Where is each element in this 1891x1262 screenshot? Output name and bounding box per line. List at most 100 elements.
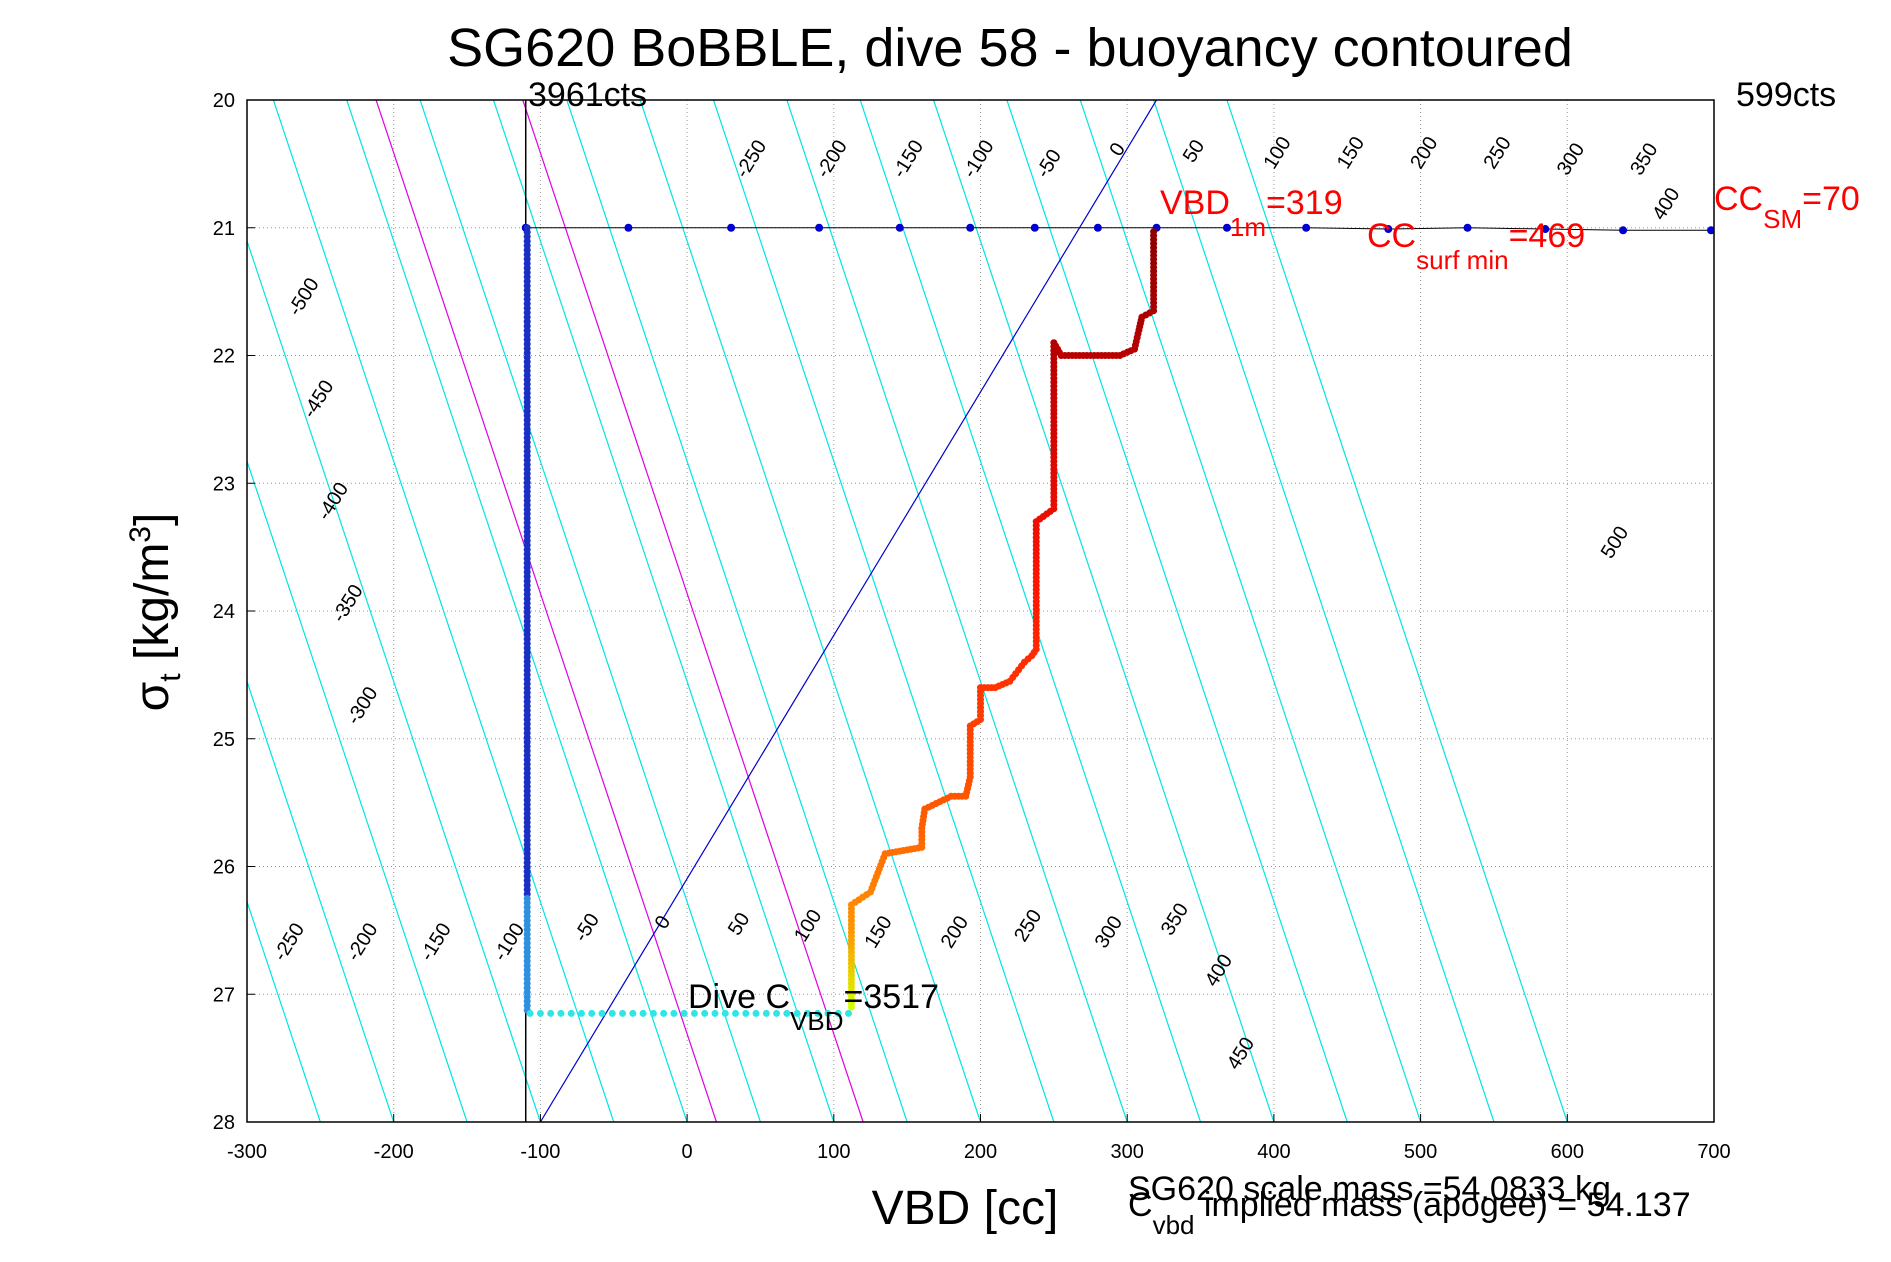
bottom-point (711, 1009, 719, 1017)
bottom-point (814, 1009, 822, 1017)
cc-surf-main: CC (1367, 217, 1416, 255)
surface-point (1222, 223, 1231, 232)
implied-mass-sub: vbd (1153, 1210, 1195, 1240)
implied-mass-note: Cvbd implied mass (apogee) = 54.137 (1128, 1186, 1691, 1240)
bottom-point (536, 1009, 544, 1017)
bottom-point (834, 1009, 842, 1017)
bottom-point (557, 1009, 565, 1017)
cc-surf-sub: surf min (1416, 245, 1508, 275)
contour-line-cyan (1226, 100, 1568, 1122)
bottom-point (639, 1009, 647, 1017)
svg-text:Dive CVBD=3517: Dive CVBD=3517 (688, 978, 939, 1036)
contour-line-magenta (522, 100, 864, 1122)
dive-cvbd-main: Dive C (688, 978, 790, 1016)
x-tick-label: 0 (682, 1141, 693, 1163)
bottom-point (577, 1009, 585, 1017)
x-tick-label: 700 (1697, 1141, 1730, 1163)
bottom-point (701, 1009, 709, 1017)
x-tick-label: 500 (1404, 1141, 1437, 1163)
bottom-point (649, 1009, 657, 1017)
counts-left-label: 3961cts (528, 76, 647, 114)
ascent-point (1150, 228, 1158, 236)
contour-line-cyan (712, 100, 1055, 1122)
contour-line-cyan (419, 100, 762, 1122)
bottom-point (773, 1009, 781, 1017)
y-tick-label: 28 (213, 1112, 235, 1134)
y-tick-label: 21 (213, 218, 235, 240)
contour-line-cyan (247, 459, 468, 1122)
surface-line (525, 227, 1712, 231)
x-axis-label: VBD [cc] (872, 1182, 1059, 1235)
zero-buoyancy-line (539, 100, 1158, 1122)
y-axis-label-sub: t (154, 673, 187, 682)
bottom-point (824, 1009, 832, 1017)
chart-title: SG620 BoBBLE, dive 58 - buoyancy contour… (447, 18, 1573, 78)
svg-text:CCSM=70: CCSM=70 (1714, 180, 1860, 234)
x-tick-label: -300 (227, 1141, 267, 1163)
cc-sm-sub: SM (1763, 204, 1802, 234)
contour-line-cyan (247, 679, 395, 1122)
contour-line-cyan (1006, 100, 1348, 1122)
x-tick-label: 100 (817, 1141, 850, 1163)
surface-point (1707, 226, 1714, 235)
dive-cvbd-value: =3517 (844, 978, 940, 1016)
implied-mass-rest: implied mass (apogee) = 54.137 (1194, 1186, 1690, 1224)
bottom-point (547, 1009, 555, 1017)
x-tick-label: 400 (1257, 1141, 1290, 1163)
counts-right-label: 599cts (1736, 76, 1836, 114)
bottom-point (629, 1009, 637, 1017)
bottom-point (742, 1009, 750, 1017)
surface-point (1030, 223, 1039, 232)
surface-point (1302, 223, 1311, 232)
contour-line-cyan (346, 100, 688, 1122)
bottom-point (793, 1009, 801, 1017)
y-axis-ticks: 20 21 22 23 24 25 26 27 28 (213, 90, 255, 1134)
cc-surf-min-annotation: CCsurf min=469 (1367, 217, 1585, 275)
contour-line-cyan (247, 239, 541, 1122)
surface-point (1093, 223, 1102, 232)
bottom-point (783, 1009, 791, 1017)
surface-point (727, 223, 736, 232)
y-axis-label-units: [kg/m (126, 543, 179, 660)
y-tick-label: 20 (213, 90, 235, 112)
grid-lines (247, 100, 1714, 1122)
x-tick-label: 200 (964, 1141, 997, 1163)
x-tick-label: 600 (1551, 1141, 1584, 1163)
bottom-point (619, 1009, 627, 1017)
surface-point (1384, 225, 1393, 234)
dive-data-series (521, 100, 1714, 1122)
surface-point (966, 223, 975, 232)
y-axis-label-sup: 3 (124, 526, 157, 543)
y-tick-label: 22 (213, 346, 235, 368)
svg-text:CCsurf min=469: CCsurf min=469 (1367, 217, 1585, 275)
svg-text:σt [kg/m3]: σt [kg/m3] (124, 513, 187, 712)
y-tick-label: 23 (213, 473, 235, 495)
contour-line-cyan (492, 100, 835, 1122)
bottom-point (844, 1009, 852, 1017)
y-tick-label: 26 (213, 857, 235, 879)
cc-surf-value: =469 (1509, 217, 1586, 255)
cc-sm-annotation: CCSM=70 (1714, 180, 1860, 234)
x-axis-ticks: -300 -200 -100 0 100 200 300 400 500 600 700 (227, 1114, 1731, 1163)
svg-text:VBD1m=319: VBD1m=319 (1160, 184, 1343, 242)
bottom-point (598, 1009, 606, 1017)
vbd-1m-value: =319 (1266, 184, 1343, 222)
cc-sm-value: =70 (1802, 180, 1860, 218)
contour-line-magenta (375, 100, 718, 1122)
scale-mass-note: SG620 scale mass =54.0833 kg (1128, 1170, 1611, 1208)
bottom-point (608, 1009, 616, 1017)
bottom-point (732, 1009, 740, 1017)
bottom-point (752, 1009, 760, 1017)
contour-line-cyan (932, 100, 1275, 1122)
x-tick-label: -100 (520, 1141, 560, 1163)
bottom-point (762, 1009, 770, 1017)
svg-text:Cvbd implied mass (apogee) = 5: Cvbd implied mass (apogee) = 54.137 (1128, 1186, 1691, 1240)
contour-line-cyan (1079, 100, 1422, 1122)
surface-point (1619, 226, 1628, 235)
vbd-1m-sub: 1m (1230, 212, 1266, 242)
y-tick-label: 25 (213, 729, 235, 751)
surface-point (895, 223, 904, 232)
bottom-point (680, 1009, 688, 1017)
bottom-point (588, 1009, 596, 1017)
